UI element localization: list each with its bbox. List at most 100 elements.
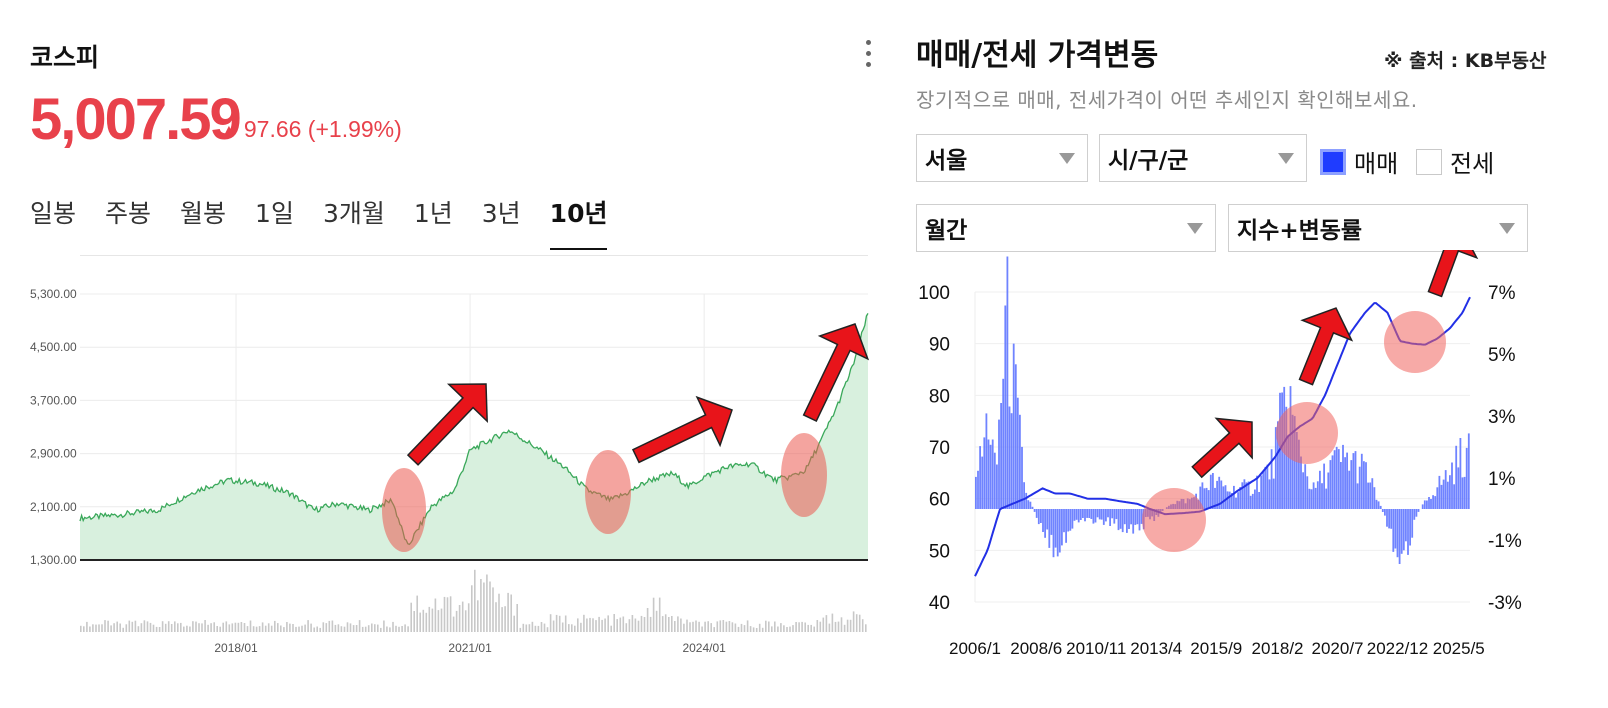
change-bar (998, 419, 1000, 509)
y-right-tick: 7% (1488, 283, 1516, 304)
change-bar (1264, 466, 1267, 509)
mode-select[interactable]: 지수+변동률 (1228, 204, 1528, 252)
volume-bar (519, 627, 522, 632)
tab-1[interactable]: 주봉 (105, 199, 152, 228)
volume-bar (698, 621, 700, 632)
volume-bar (295, 626, 297, 632)
volume-bar (437, 610, 440, 632)
change-bar (1344, 457, 1346, 509)
tab-2[interactable]: 월봉 (180, 199, 227, 228)
volume-bar (740, 623, 743, 632)
period-select[interactable]: 월간 (916, 204, 1216, 252)
volume-bar (713, 627, 715, 632)
volume-bar (143, 620, 146, 632)
change-bar (1098, 509, 1101, 520)
change-bar (1086, 509, 1088, 518)
region-select[interactable]: 서울 (916, 134, 1088, 182)
change-bar (985, 413, 988, 509)
tab-6[interactable]: 3년 (481, 199, 521, 228)
trend-arrow (1191, 417, 1253, 479)
volume-bar (455, 610, 458, 632)
change-bar (1216, 480, 1218, 509)
volume-bar (822, 617, 825, 632)
volume-bar (389, 627, 391, 632)
change-bar (1228, 491, 1231, 509)
change-bar (1442, 479, 1445, 509)
volume-bar (258, 626, 261, 632)
change-bar (1453, 484, 1455, 509)
volume-bar (98, 624, 100, 632)
tab-0[interactable]: 일봉 (30, 199, 77, 228)
tab-7[interactable]: 10년 (549, 194, 608, 250)
change-bar (1291, 414, 1294, 509)
change-bar (1205, 487, 1208, 509)
change-bar (1304, 464, 1307, 509)
chevron-down-icon (1499, 222, 1515, 234)
volume-bar (398, 626, 400, 632)
change-bar (1436, 487, 1439, 509)
change-bar (1285, 406, 1288, 509)
change-bar (1407, 509, 1409, 555)
volume-bar (404, 624, 406, 632)
change-bar (1321, 483, 1323, 509)
chevron-down-icon (1187, 222, 1203, 234)
volume-bar (831, 613, 834, 632)
jeonse-checkbox[interactable]: 전세 (1416, 144, 1494, 179)
change-bar (1021, 446, 1023, 509)
change-bar (1430, 499, 1432, 509)
change-bar (1008, 406, 1011, 509)
change-bar (1016, 397, 1019, 509)
change-bar (1274, 427, 1277, 509)
change-bar (1233, 485, 1235, 509)
volume-bar (298, 626, 300, 632)
change-bar (1352, 453, 1355, 509)
volume-bar (592, 618, 594, 632)
tab-3[interactable]: 1일 (255, 199, 294, 228)
volume-bar (568, 624, 570, 632)
highlight-circle (585, 450, 631, 534)
change-bar (1218, 476, 1221, 509)
section-description: 장기적으로 매매, 전세가격이 어떤 추세인지 확인해보세요. (916, 88, 1418, 112)
change-bar (1082, 509, 1084, 518)
change-bar (1421, 504, 1424, 509)
volume-bar (637, 620, 640, 632)
volume-bar (274, 620, 276, 632)
volume-bar (422, 609, 425, 632)
tab-5[interactable]: 1년 (413, 199, 453, 228)
change-bar (1451, 462, 1453, 509)
change-bar (1426, 500, 1428, 509)
chevron-down-icon (1059, 152, 1075, 164)
trend-arrow (631, 395, 733, 464)
volume-bar (480, 579, 482, 632)
volume-bar (640, 615, 643, 632)
sale-checkbox-label: 매매 (1354, 150, 1399, 178)
volume-bar (313, 627, 315, 632)
sale-checkbox[interactable]: 매매 (1320, 144, 1398, 179)
change-bar (1386, 509, 1388, 527)
district-select[interactable]: 시/구/군 (1099, 134, 1307, 182)
change-bar (1117, 509, 1120, 531)
volume-bar (413, 611, 415, 632)
change-bar (1044, 509, 1046, 538)
change-bar (1319, 470, 1321, 509)
volume-bar (752, 627, 755, 632)
volume-bar (671, 616, 673, 632)
y-right-tick: -3% (1488, 593, 1522, 614)
volume-bar (131, 621, 134, 632)
y-tick-label: 3,700.00 (30, 393, 77, 407)
volume-bar (322, 622, 325, 632)
volume-bar (534, 625, 537, 632)
y-left-tick: 90 (929, 335, 950, 356)
change-bar (1379, 505, 1382, 509)
volume-bar (631, 615, 634, 632)
volume-bar (319, 627, 321, 632)
change-bar (1023, 482, 1025, 509)
volume-bar (807, 624, 809, 632)
change-bar (1054, 509, 1057, 548)
change-bar (1417, 509, 1420, 512)
x-tick: 2006/1 (949, 639, 1001, 658)
kb-chart: 100 90 80 70 60 50 40 7% 5% 3% 1% -1% -3% 2006/1 2008/… (918, 250, 1522, 658)
volume-bar (558, 615, 561, 632)
more-options-icon[interactable] (860, 40, 876, 74)
tab-4[interactable]: 3개월 (322, 199, 385, 228)
